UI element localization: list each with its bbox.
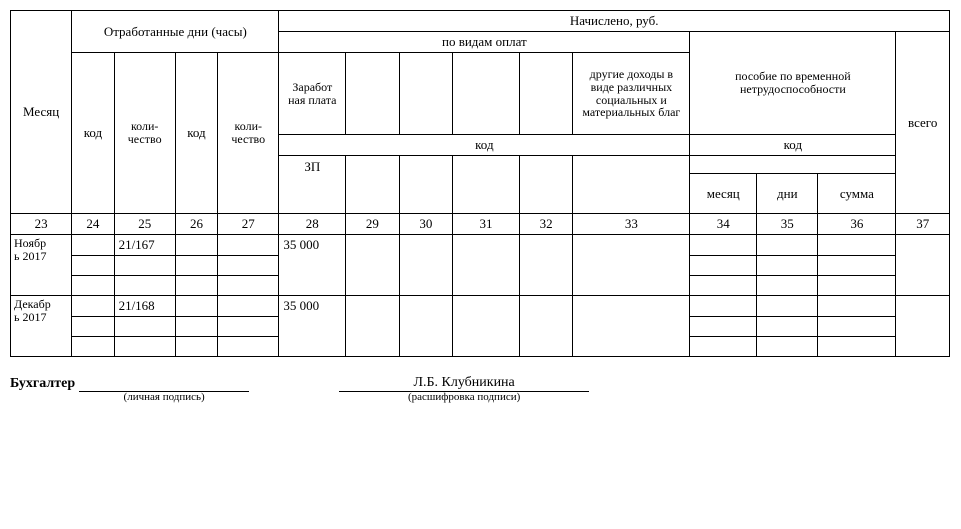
row1-c36	[818, 296, 896, 317]
coln-36: 36	[818, 214, 896, 235]
row1-c37	[896, 296, 950, 357]
payroll-table: Месяц Отработанные дни (часы) Начислено,…	[10, 10, 950, 357]
coln-34: 34	[690, 214, 757, 235]
hdr-zp-b5	[573, 156, 690, 214]
row0-c32	[519, 235, 572, 296]
coln-23: 23	[11, 214, 72, 235]
row1-c26	[175, 296, 217, 317]
row0-c30	[399, 235, 452, 296]
table-row: Декабр ь 2017 21/168 35 000	[11, 296, 950, 317]
coln-31: 31	[453, 214, 520, 235]
row1-c35	[757, 296, 818, 317]
row1-c27	[218, 296, 279, 317]
hdr-b-days: дни	[757, 174, 818, 214]
hdr-blank-2	[399, 53, 452, 135]
coln-30: 30	[399, 214, 452, 235]
row1-c30	[399, 296, 452, 357]
hdr-bytype: по видам оплат	[279, 32, 690, 53]
row1-c33	[573, 296, 690, 357]
row1-c24	[72, 296, 114, 317]
row0-c28: 35 000	[279, 235, 346, 296]
row1-c25: 21/168	[114, 296, 175, 317]
hdr-b-sum: сумма	[818, 174, 896, 214]
hdr-total: всего	[896, 32, 950, 214]
row1-c28: 35 000	[279, 296, 346, 357]
sign-sig-caption: (личная подпись)	[79, 391, 249, 403]
coln-29: 29	[346, 214, 399, 235]
row0-c36	[818, 235, 896, 256]
hdr-worked: Отработанные дни (часы)	[72, 11, 279, 53]
row1-month: Декабр ь 2017	[11, 296, 72, 357]
hdr-blank-3	[453, 53, 520, 135]
hdr-zp-b2	[399, 156, 452, 214]
col-number-row: 23 24 25 26 27 28 29 30 31 32 33 34 35 3…	[11, 214, 950, 235]
row0-c33	[573, 235, 690, 296]
hdr-qty-1: коли- чество	[114, 53, 175, 214]
hdr-blank-4	[519, 53, 572, 135]
hdr-month: Месяц	[11, 11, 72, 214]
row0-c26	[175, 235, 217, 256]
row0-month: Ноябр ь 2017	[11, 235, 72, 296]
hdr-qty-2: коли- чество	[218, 53, 279, 214]
sign-name-caption: (расшифровка подписи)	[339, 391, 589, 403]
hdr-code-2: код	[175, 53, 217, 214]
coln-33: 33	[573, 214, 690, 235]
row0-c29	[346, 235, 399, 296]
sign-signature-blank: (личная подпись)	[79, 391, 249, 392]
row1-c29	[346, 296, 399, 357]
row0-c24	[72, 235, 114, 256]
hdr-code-1: код	[72, 53, 114, 214]
coln-27: 27	[218, 214, 279, 235]
hdr-zp-b4	[519, 156, 572, 214]
sign-name: Л.Б. Клубникина	[413, 375, 514, 390]
row0-c25: 21/167	[114, 235, 175, 256]
hdr-salary: Заработ ная плата	[279, 53, 346, 135]
signature-line: Бухгалтер (личная подпись) Л.Б. Клубники…	[10, 375, 951, 392]
hdr-b-month: месяц	[690, 174, 757, 214]
row0-c34	[690, 235, 757, 256]
row1-c31	[453, 296, 520, 357]
row1-c34	[690, 296, 757, 317]
coln-26: 26	[175, 214, 217, 235]
row0-c37	[896, 235, 950, 296]
hdr-benefit-blank	[690, 156, 896, 174]
coln-28: 28	[279, 214, 346, 235]
row1-c32	[519, 296, 572, 357]
hdr-benefit: пособие по временной нетрудоспособности	[690, 32, 896, 135]
coln-25: 25	[114, 214, 175, 235]
coln-32: 32	[519, 214, 572, 235]
table-row: Ноябр ь 2017 21/167 35 000	[11, 235, 950, 256]
row0-c31	[453, 235, 520, 296]
coln-37: 37	[896, 214, 950, 235]
hdr-blank-1	[346, 53, 399, 135]
hdr-coderow-right: код	[690, 135, 896, 156]
sign-name-blank: Л.Б. Клубникина (расшифровка подписи)	[339, 375, 589, 392]
coln-35: 35	[757, 214, 818, 235]
sign-role: Бухгалтер	[10, 376, 75, 392]
coln-24: 24	[72, 214, 114, 235]
row0-c35	[757, 235, 818, 256]
hdr-coderow-left: код	[279, 135, 690, 156]
hdr-zp: ЗП	[279, 156, 346, 214]
hdr-other: другие доходы в виде различных социальны…	[573, 53, 690, 135]
hdr-zp-b3	[453, 156, 520, 214]
hdr-zp-b1	[346, 156, 399, 214]
hdr-accrued: Начислено, руб.	[279, 11, 950, 32]
row0-c27	[218, 235, 279, 256]
